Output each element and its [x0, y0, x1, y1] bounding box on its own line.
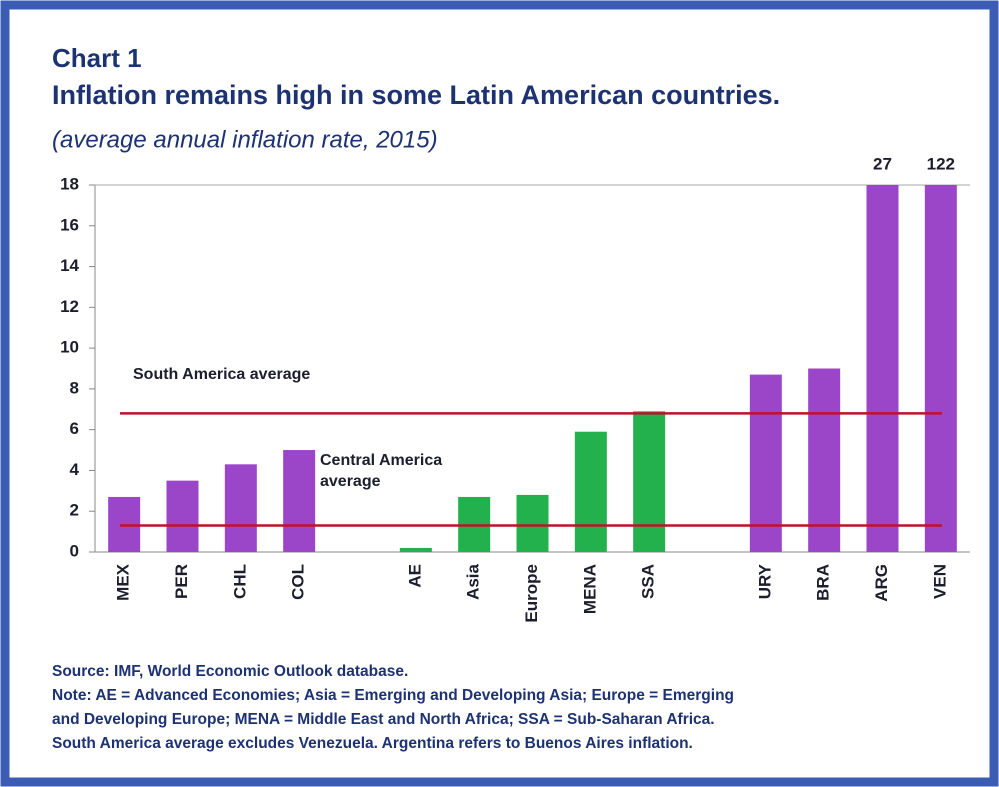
x-tick-label: VEN — [930, 564, 949, 599]
y-tick-label: 6 — [70, 419, 79, 438]
reference-label: average — [320, 473, 381, 490]
y-tick-label: 8 — [70, 378, 79, 397]
x-tick-label: PER — [172, 564, 191, 599]
x-tick-label: CHL — [230, 564, 249, 599]
chart-caption: (average annual inflation rate, 2015) — [52, 126, 438, 153]
y-tick-label: 12 — [60, 297, 79, 316]
y-tick-label: 14 — [60, 256, 79, 275]
note: Source: IMF, World Economic Outlook data… — [52, 663, 408, 680]
x-tick-label: BRA — [814, 564, 833, 601]
note: South America average excludes Venezuela… — [52, 735, 693, 752]
x-tick-label: Europe — [522, 564, 541, 623]
note: and Developing Europe; MENA = Middle Eas… — [52, 711, 715, 728]
bar — [866, 185, 899, 552]
x-tick-label: ARG — [872, 564, 891, 602]
bar — [924, 185, 957, 552]
bar — [399, 547, 432, 552]
bar — [808, 368, 841, 552]
bar — [224, 464, 257, 552]
y-tick-label: 2 — [70, 501, 79, 520]
bar — [166, 480, 199, 552]
bar — [633, 411, 666, 552]
y-tick-label: 18 — [60, 174, 79, 193]
x-tick-label: URY — [755, 563, 774, 599]
data-label: 122 — [927, 154, 955, 173]
x-tick-label: Asia — [464, 563, 483, 599]
y-tick-label: 0 — [70, 541, 79, 560]
bar — [749, 374, 782, 552]
x-tick-label: AE — [405, 564, 424, 588]
bar — [516, 494, 549, 552]
x-tick-label: SSA — [639, 564, 658, 599]
bar — [574, 431, 607, 552]
bar — [283, 450, 316, 552]
x-tick-label: COL — [289, 564, 308, 600]
chart-subtitle: Inflation remains high in some Latin Ame… — [52, 80, 780, 110]
reference-label: Central America — [320, 452, 442, 469]
x-tick-label: MENA — [580, 564, 599, 614]
x-tick-label: MEX — [114, 563, 133, 601]
y-tick-label: 16 — [60, 215, 79, 234]
note: Note: AE = Advanced Economies; Asia = Em… — [52, 687, 734, 704]
data-label: 27 — [873, 154, 892, 173]
y-tick-label: 10 — [60, 338, 79, 357]
reference-label: South America average — [133, 366, 310, 383]
chart-title: Chart 1 — [52, 43, 142, 73]
y-tick-label: 4 — [70, 460, 80, 479]
